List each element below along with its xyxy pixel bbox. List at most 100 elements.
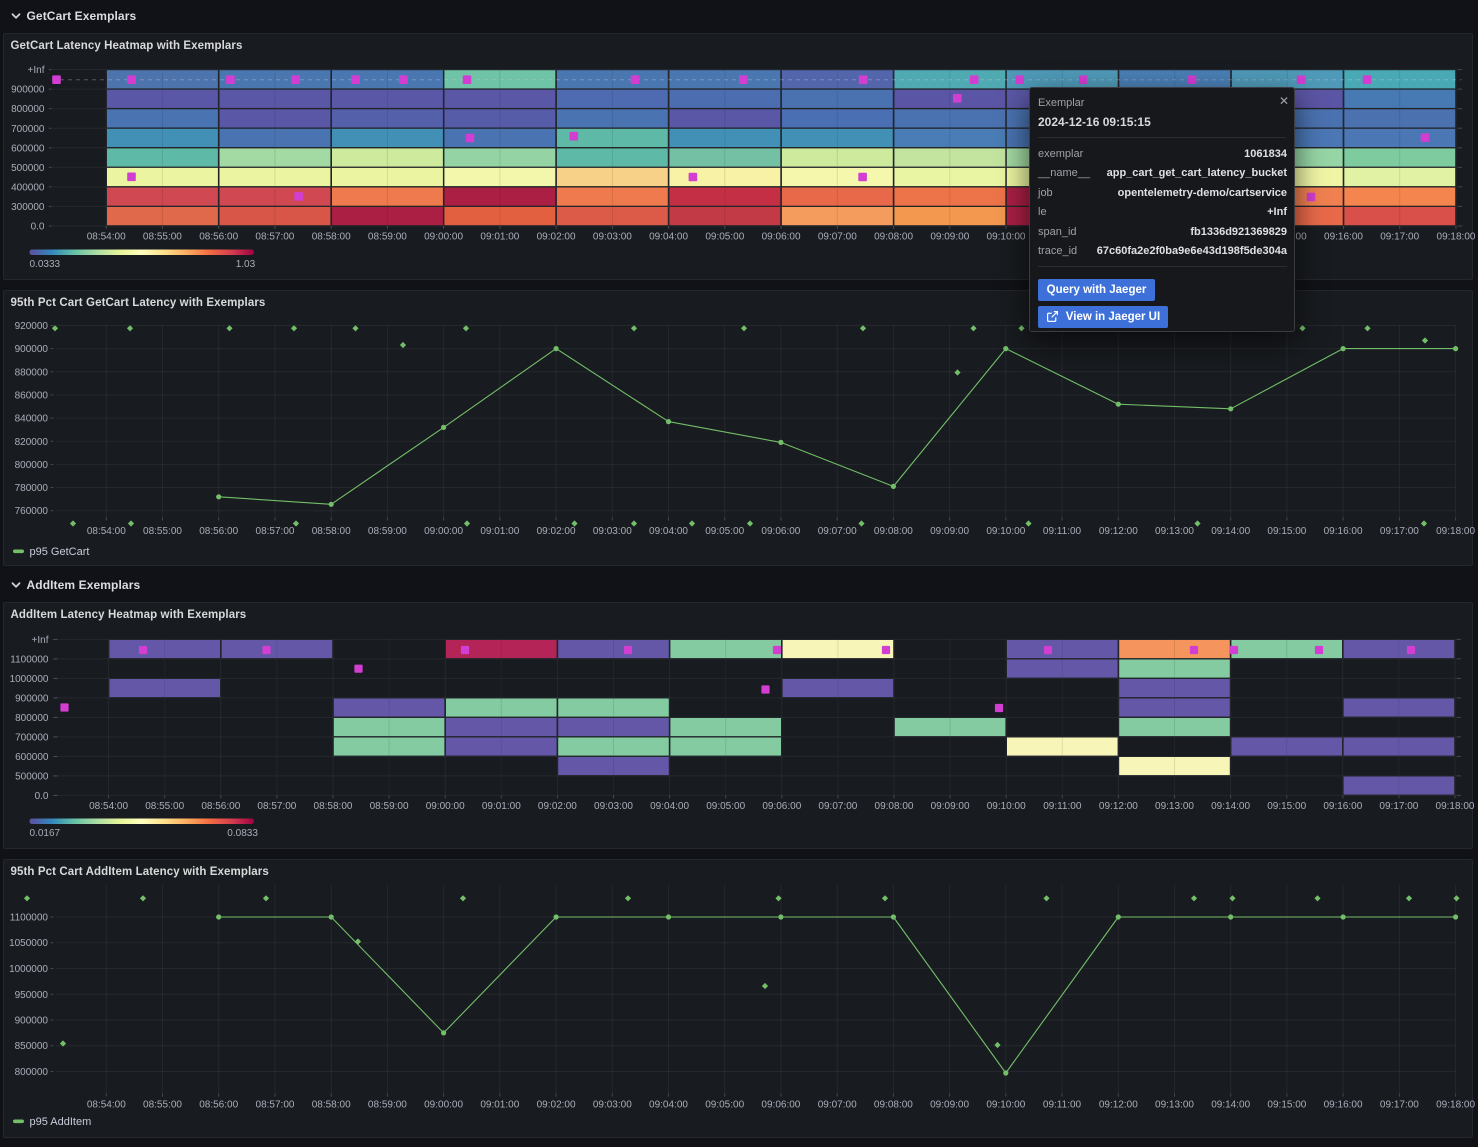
svg-text:09:18:00: 09:18:00 [1436,526,1475,537]
svg-text:0.0: 0.0 [35,791,49,802]
svg-text:09:03:00: 09:03:00 [594,801,633,812]
svg-text:09:16:00: 09:16:00 [1324,526,1363,537]
svg-text:09:18:00: 09:18:00 [1437,232,1476,243]
svg-text:p95 AddItem: p95 AddItem [30,1116,92,1128]
svg-text:09:06:00: 09:06:00 [762,232,801,243]
svg-text:+Inf: +Inf [32,635,49,646]
svg-text:860000: 860000 [15,390,49,401]
svg-text:09:00:00: 09:00:00 [424,232,463,243]
svg-text:08:54:00: 08:54:00 [87,232,126,243]
svg-text:08:56:00: 08:56:00 [201,801,240,812]
svg-text:760000: 760000 [15,506,49,517]
svg-text:09:17:00: 09:17:00 [1379,801,1418,812]
svg-text:09:16:00: 09:16:00 [1324,232,1363,243]
svg-text:09:04:00: 09:04:00 [649,526,688,537]
svg-text:0.0: 0.0 [31,222,45,233]
svg-text:08:54:00: 08:54:00 [89,801,128,812]
svg-text:09:15:00: 09:15:00 [1267,526,1306,537]
svg-text:900000: 900000 [11,85,45,96]
svg-text:08:55:00: 08:55:00 [143,232,182,243]
svg-text:900000: 900000 [15,344,49,355]
svg-text:09:10:00: 09:10:00 [986,1100,1025,1111]
svg-text:08:59:00: 08:59:00 [370,801,409,812]
svg-text:09:02:00: 09:02:00 [537,232,576,243]
svg-text:1050000: 1050000 [9,938,48,949]
svg-text:09:09:00: 09:09:00 [931,801,970,812]
svg-text:600000: 600000 [11,143,45,154]
svg-text:09:05:00: 09:05:00 [705,1100,744,1111]
svg-text:800000: 800000 [15,460,49,471]
svg-text:09:09:00: 09:09:00 [930,526,969,537]
svg-text:09:15:00: 09:15:00 [1267,1100,1306,1111]
svg-text:09:03:00: 09:03:00 [593,232,632,243]
svg-text:09:13:00: 09:13:00 [1155,801,1194,812]
svg-text:1100000: 1100000 [10,913,49,924]
svg-text:09:06:00: 09:06:00 [762,801,801,812]
svg-text:09:02:00: 09:02:00 [537,526,576,537]
svg-text:700000: 700000 [15,732,49,743]
svg-text:09:08:00: 09:08:00 [874,1100,913,1111]
svg-text:820000: 820000 [15,437,49,448]
svg-text:08:56:00: 08:56:00 [199,526,238,537]
svg-text:09:16:00: 09:16:00 [1324,1100,1363,1111]
svg-text:09:06:00: 09:06:00 [761,526,800,537]
svg-text:300000: 300000 [11,202,45,213]
svg-text:08:55:00: 08:55:00 [143,526,182,537]
svg-text:09:11:00: 09:11:00 [1043,1100,1082,1111]
svg-text:900000: 900000 [15,693,49,704]
svg-text:09:13:00: 09:13:00 [1155,1100,1194,1111]
svg-text:09:00:00: 09:00:00 [424,526,463,537]
svg-text:600000: 600000 [15,752,49,763]
svg-text:09:01:00: 09:01:00 [482,801,521,812]
svg-text:08:57:00: 08:57:00 [255,232,294,243]
svg-text:880000: 880000 [15,367,49,378]
svg-text:08:54:00: 08:54:00 [87,526,126,537]
svg-text:09:18:00: 09:18:00 [1436,801,1475,812]
svg-text:0.0333: 0.0333 [30,259,61,270]
svg-text:09:08:00: 09:08:00 [874,526,913,537]
svg-text:08:58:00: 08:58:00 [314,801,353,812]
svg-text:08:59:00: 08:59:00 [368,232,407,243]
svg-text:09:04:00: 09:04:00 [649,1100,688,1111]
svg-text:09:17:00: 09:17:00 [1380,1100,1419,1111]
svg-text:09:06:00: 09:06:00 [761,1100,800,1111]
svg-text:08:56:00: 08:56:00 [199,232,238,243]
svg-text:09:08:00: 09:08:00 [875,801,914,812]
svg-text:920000: 920000 [15,321,49,332]
svg-text:800000: 800000 [15,1067,49,1078]
svg-text:09:07:00: 09:07:00 [818,232,857,243]
svg-text:08:59:00: 08:59:00 [368,526,407,537]
svg-text:840000: 840000 [15,414,49,425]
svg-text:09:15:00: 09:15:00 [1267,801,1306,812]
svg-text:09:09:00: 09:09:00 [930,1100,969,1111]
svg-text:09:03:00: 09:03:00 [593,1100,632,1111]
svg-text:08:55:00: 08:55:00 [143,1100,182,1111]
svg-text:1.03: 1.03 [236,259,256,270]
svg-text:08:55:00: 08:55:00 [145,801,184,812]
svg-text:1100000: 1100000 [10,654,49,665]
svg-text:09:18:00: 09:18:00 [1436,1100,1475,1111]
svg-text:09:10:00: 09:10:00 [987,232,1026,243]
svg-text:09:01:00: 09:01:00 [480,232,519,243]
svg-text:09:02:00: 09:02:00 [538,801,577,812]
svg-text:950000: 950000 [15,990,49,1001]
svg-text:09:12:00: 09:12:00 [1099,801,1138,812]
svg-text:09:12:00: 09:12:00 [1099,1100,1138,1111]
svg-text:0.0167: 0.0167 [30,828,61,839]
svg-text:09:01:00: 09:01:00 [480,526,519,537]
svg-text:08:58:00: 08:58:00 [312,1100,351,1111]
svg-text:09:05:00: 09:05:00 [706,801,745,812]
svg-text:09:12:00: 09:12:00 [1099,526,1138,537]
svg-text:1000000: 1000000 [10,674,49,685]
svg-text:09:17:00: 09:17:00 [1380,232,1419,243]
svg-text:09:10:00: 09:10:00 [987,801,1026,812]
svg-text:09:16:00: 09:16:00 [1323,801,1362,812]
svg-text:09:02:00: 09:02:00 [537,1100,576,1111]
svg-text:800000: 800000 [15,713,49,724]
svg-text:08:57:00: 08:57:00 [257,801,296,812]
svg-text:08:58:00: 08:58:00 [312,526,351,537]
svg-text:09:07:00: 09:07:00 [818,526,857,537]
svg-text:850000: 850000 [15,1041,49,1052]
svg-text:09:10:00: 09:10:00 [986,526,1025,537]
svg-text:09:13:00: 09:13:00 [1155,526,1194,537]
